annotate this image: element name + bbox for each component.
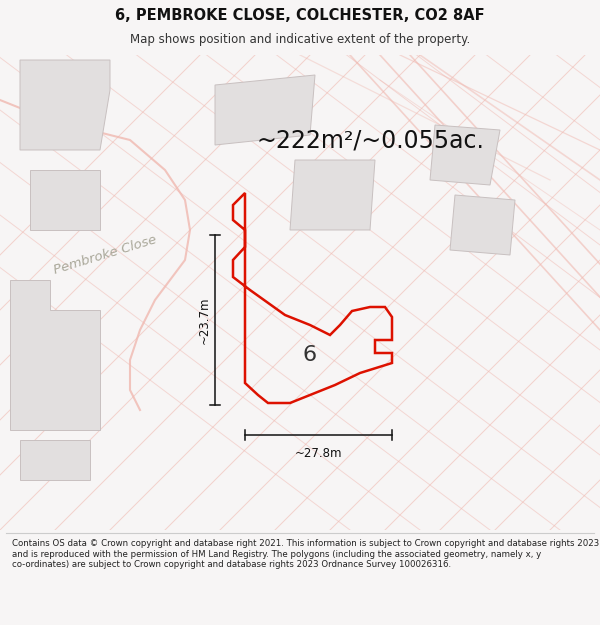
Polygon shape	[290, 160, 375, 230]
Polygon shape	[20, 60, 110, 150]
Text: Pembroke Close: Pembroke Close	[52, 233, 158, 277]
Polygon shape	[215, 75, 315, 145]
Text: 6: 6	[303, 345, 317, 365]
Text: Contains OS data © Crown copyright and database right 2021. This information is : Contains OS data © Crown copyright and d…	[12, 539, 599, 569]
Polygon shape	[10, 280, 100, 430]
Polygon shape	[450, 195, 515, 255]
Polygon shape	[30, 170, 100, 230]
Text: ~222m²/~0.055ac.: ~222m²/~0.055ac.	[256, 128, 484, 152]
Text: ~23.7m: ~23.7m	[198, 296, 211, 344]
Text: ~27.8m: ~27.8m	[295, 447, 342, 460]
Text: Map shows position and indicative extent of the property.: Map shows position and indicative extent…	[130, 33, 470, 46]
Polygon shape	[20, 440, 90, 480]
Polygon shape	[430, 125, 500, 185]
Text: 6, PEMBROKE CLOSE, COLCHESTER, CO2 8AF: 6, PEMBROKE CLOSE, COLCHESTER, CO2 8AF	[115, 8, 485, 23]
